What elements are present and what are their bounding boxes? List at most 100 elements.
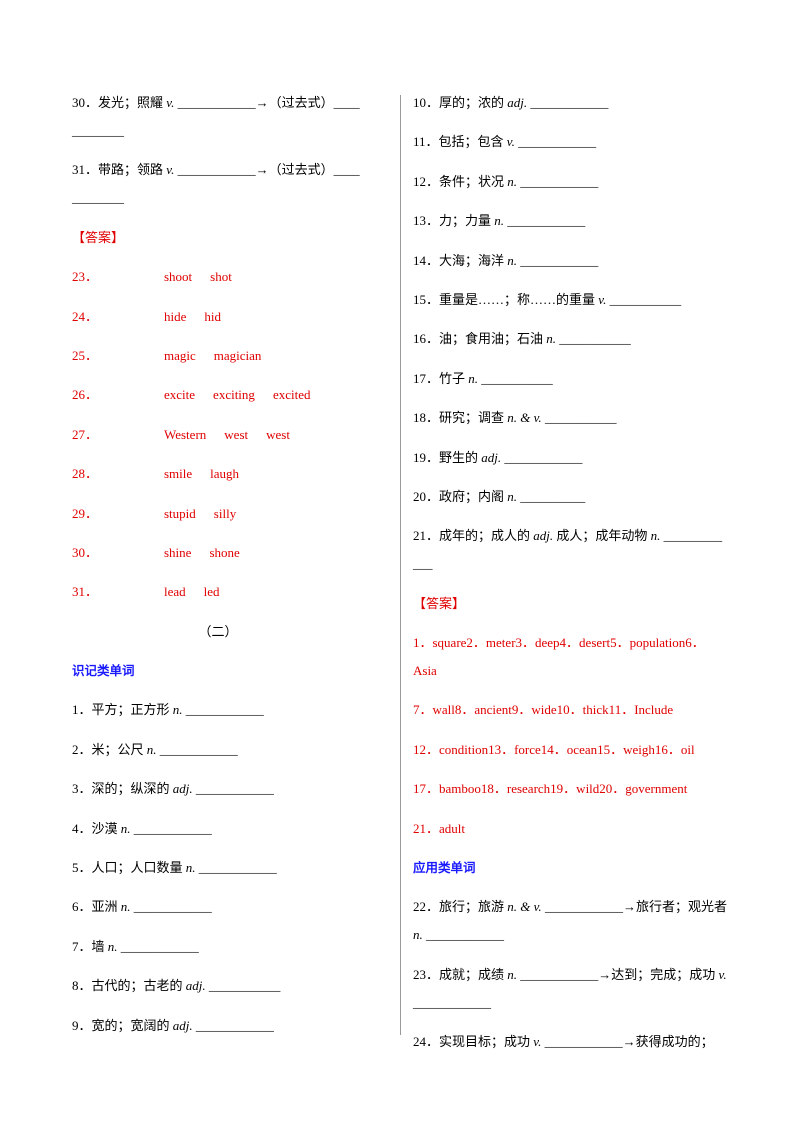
question-item: 3．深的；纵深的 adj. ____________ (72, 775, 364, 803)
question-text: 20．政府；内阁 (413, 488, 508, 504)
question-text: 16．油；食用油；石油 (413, 331, 547, 347)
question-item: 6．亚洲 n. ____________ (72, 893, 364, 921)
question-text: 8．古代的；古老的 (72, 978, 186, 994)
question-text: 18．研究；调查 (413, 410, 508, 426)
answer-row: 26． excite exciting excited (72, 381, 364, 409)
question-text: ____________ (182, 702, 264, 718)
part-of-speech: n. (546, 331, 557, 347)
answer-word: excite (164, 387, 196, 403)
question-text: 24．实现目标；成功 (413, 1034, 534, 1050)
answer-word: Western (164, 426, 207, 442)
answer-number: 28． (72, 466, 99, 482)
right-column: 10．厚的；浓的 adj. ____________ 11．包括；包含 v. __… (413, 89, 728, 1068)
answer-line: 7．wall8．ancient9．wide10．thick11．Include (413, 702, 674, 718)
question-item: 19．野生的 adj. ____________ (413, 444, 728, 472)
question-text: ____________ (195, 860, 277, 876)
answer-number: 29． (72, 505, 99, 521)
question-text: ____________ (413, 994, 491, 1010)
answer-word: shine (164, 544, 192, 560)
part-of-speech: adj. (507, 95, 528, 110)
answer-number: 31． (72, 584, 99, 600)
question-text: 5．人口；人口数量 (72, 860, 186, 876)
answer-number: 30． (72, 544, 99, 560)
question-item: 14．大海；海洋 n. ____________ (413, 247, 728, 275)
part-of-speech: adj. (481, 449, 502, 465)
question-text: ___________ (205, 978, 281, 994)
part-of-speech: adj. (533, 528, 554, 544)
answer-word: silly (213, 505, 237, 521)
question-text: ____________ (422, 927, 504, 943)
question-text: 11．包括；包含 (413, 134, 507, 150)
part-of-speech: n. (120, 899, 131, 915)
part-of-speech: n. (494, 213, 505, 229)
question-text: 成人；成年动物 (553, 528, 651, 544)
question-text: ___________ (606, 291, 682, 307)
answer-word: stupid (164, 505, 196, 521)
question-text: ____________→旅行者；观光者 (541, 899, 727, 915)
part-of-speech: v. (166, 95, 175, 110)
question-text: ____________→（过去式）____________ (72, 95, 360, 138)
answer-word: west (224, 426, 249, 442)
question-text: ___________ (556, 331, 631, 347)
left-column: 30．发光；照耀 v. ____________→（过去式）__________… (72, 89, 364, 1051)
question-item: 12．条件；状况 n. ____________ (413, 168, 728, 196)
question-item: 13．力；力量 n. ____________ (413, 207, 728, 235)
answer-label: 【答案】 (72, 229, 125, 245)
part-of-speech: adj. (172, 1017, 193, 1033)
question-item: 2．米；公尺 n. ____________ (72, 736, 364, 764)
question-item: 22．旅行；旅游 n. & v. ____________→旅行者；观光者 n.… (413, 893, 728, 949)
part-of-speech: n. (507, 966, 518, 982)
question-text: 13．力；力量 (413, 213, 495, 229)
answer-number: 25． (72, 347, 99, 363)
answer-line: 21．adult (413, 820, 465, 836)
part-of-speech: n. (107, 938, 118, 954)
answer-word: magic (164, 347, 196, 363)
question-text: ____________ (514, 134, 597, 150)
question-text: ___________ (478, 370, 553, 386)
part-of-speech: n. (172, 702, 183, 718)
answer-word: lead (164, 584, 186, 600)
column-divider (400, 95, 401, 1035)
question-item: 21．成年的；成人的 adj. 成人；成年动物 n. ____________ (413, 522, 728, 578)
question-item: 18．研究；调查 n. & v. ___________ (413, 404, 728, 432)
part-of-speech: n. (507, 488, 518, 504)
question-item: 24．实现目标；成功 v. ____________→获得成功的； (413, 1028, 728, 1056)
question-text: 22．旅行；旅游 (413, 899, 508, 915)
answer-word: shot (210, 269, 232, 285)
question-text: __________ (517, 488, 586, 504)
question-text: ____________ (517, 252, 599, 268)
question-item: 30．发光；照耀 v. ____________→（过去式）__________… (72, 89, 364, 145)
question-text: 23．成就；成绩 (413, 966, 508, 982)
part-of-speech: n. (146, 741, 157, 757)
question-text: ____________ (130, 899, 212, 915)
answer-word: smile (164, 466, 193, 482)
question-text: 30．发光；照耀 (72, 95, 167, 110)
question-text: ___________ (541, 410, 617, 426)
question-text: 14．大海；海洋 (413, 252, 508, 268)
question-text: 9．宽的；宽阔的 (72, 1017, 173, 1033)
question-text: 19．野生的 (413, 449, 482, 465)
question-item: 15．重量是……；称……的重量 v. ___________ (413, 286, 728, 314)
part-of-speech: v. (166, 162, 175, 178)
question-text: 10．厚的；浓的 (413, 95, 508, 110)
part-of-speech: v. (718, 966, 727, 982)
answer-word: shone (209, 544, 240, 560)
part-of-speech: adj. (185, 978, 206, 994)
question-text: ____________→（过去式）____________ (72, 162, 360, 206)
answer-label: 【答案】 (413, 595, 466, 611)
question-item: 8．古代的；古老的 adj. ___________ (72, 972, 364, 1000)
question-text: ____________ (413, 528, 723, 572)
part-of-speech: n. (185, 860, 196, 876)
question-text: ____________ (156, 741, 238, 757)
question-item: 23．成就；成绩 n. ____________→达到；完成；成功 v. ___… (413, 961, 728, 1017)
question-text: ____________ (517, 173, 599, 189)
question-text: 6．亚洲 (72, 899, 121, 915)
question-text: 31．带路；领路 (72, 162, 167, 178)
question-text: 4．沙漠 (72, 820, 121, 836)
question-item: 1．平方；正方形 n. ____________ (72, 696, 364, 724)
question-text: 2．米；公尺 (72, 741, 147, 757)
answer-word: exciting (213, 387, 255, 403)
section-heading: 应用类单词 (413, 860, 476, 876)
question-item: 20．政府；内阁 n. __________ (413, 483, 728, 511)
